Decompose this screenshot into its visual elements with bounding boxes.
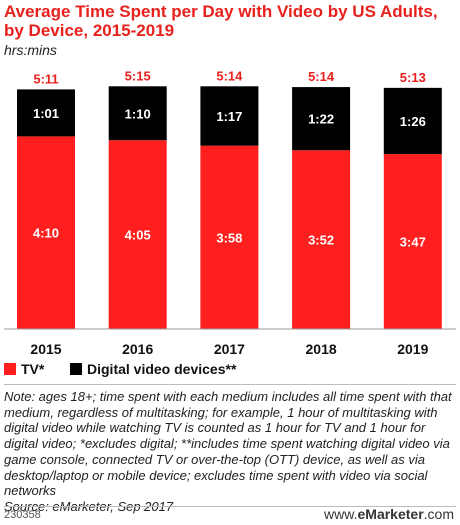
bar-value-label-digital-2015: 1:01	[33, 106, 59, 121]
chart-id: 230358	[4, 509, 41, 521]
bar-segment-tv-2016	[108, 140, 167, 329]
bar-value-label-tv-2018: 3:52	[308, 233, 334, 248]
bar-value-label-digital-2017: 1:17	[216, 109, 242, 124]
bar-value-label-digital-2016: 1:10	[125, 106, 151, 121]
bar-segment-tv-2017	[200, 145, 259, 329]
divider-bottom	[4, 506, 456, 507]
brand-suffix: .com	[423, 506, 454, 522]
brand-name: eMarketer	[357, 506, 424, 522]
x-tick-label-2018: 2018	[306, 341, 337, 357]
bar-total-label-2015: 5:11	[33, 71, 58, 86]
chart-note: Note: ages 18+; time spent with each med…	[4, 389, 456, 515]
legend-item-digital: Digital video devices**	[70, 361, 236, 377]
x-tick-label-2017: 2017	[214, 341, 245, 357]
legend-swatch-tv	[4, 363, 16, 375]
brand-logo[interactable]: www.eMarketer.com	[324, 506, 454, 522]
bar-segment-digital-2016	[108, 86, 167, 141]
bar-segment-digital-2015	[17, 89, 75, 137]
brand-prefix: www.	[324, 506, 358, 522]
legend-swatch-digital	[70, 363, 82, 375]
bar-value-label-tv-2019: 3:47	[400, 235, 426, 250]
bar-segment-tv-2018	[292, 150, 351, 329]
bar-total-label-2017: 5:14	[216, 68, 243, 83]
legend-item-tv: TV*	[4, 361, 44, 377]
bar-total-label-2016: 5:15	[125, 68, 151, 83]
legend-label-tv: TV*	[21, 361, 45, 377]
bar-value-label-tv-2017: 3:58	[216, 230, 242, 245]
chart-subtitle: hrs:mins	[4, 42, 57, 58]
bar-value-label-digital-2018: 1:22	[308, 112, 334, 127]
bar-segment-digital-2018	[292, 87, 351, 151]
chart-title: Average Time Spent per Day with Video by…	[4, 2, 438, 40]
bar-segment-tv-2019	[383, 154, 442, 329]
stacked-bar-chart: 4:10 1:01 5:11 2015 4:05 1:10 5:15 2016 3:58 1:17…	[4, 68, 456, 357]
bar-total-label-2019: 5:13	[400, 70, 426, 85]
bar-segment-digital-2017	[200, 86, 259, 146]
bar-value-label-tv-2015: 4:10	[33, 226, 59, 241]
note-text: Note: ages 18+; time spent with each med…	[4, 389, 452, 499]
bar-segment-tv-2015	[17, 136, 75, 329]
bar-value-label-tv-2016: 4:05	[125, 228, 151, 243]
bar-segment-digital-2019	[383, 87, 442, 155]
x-tick-label-2016: 2016	[122, 341, 153, 357]
x-tick-label-2019: 2019	[397, 341, 428, 357]
bar-value-label-digital-2019: 1:26	[400, 114, 426, 129]
divider-top	[4, 384, 456, 385]
x-tick-label-2015: 2015	[30, 341, 61, 357]
bar-total-label-2018: 5:14	[308, 69, 335, 84]
legend-label-digital: Digital video devices**	[87, 361, 237, 377]
